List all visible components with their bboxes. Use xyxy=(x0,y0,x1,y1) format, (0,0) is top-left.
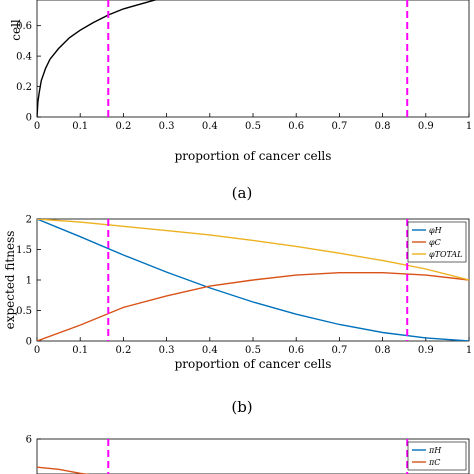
chart-a-xtick-label: 0.5 xyxy=(245,121,261,132)
chart-a-ytick-label: 0.2 xyxy=(16,82,32,93)
chart-b-xtick-label: 0.9 xyxy=(418,345,434,356)
chart-a-xtick-label: 0.9 xyxy=(418,121,434,132)
chart-a-xtick-label: 0.4 xyxy=(202,121,218,132)
chart-a-xtick-label: 0.7 xyxy=(331,121,347,132)
chart-a-xtick-label: 0.1 xyxy=(72,121,88,132)
chart-a: 0 0.1 0.2 0.3 0.4 0.5 0.6 0.7 0.8 0.9 100.20.40.6 … xyxy=(9,0,472,202)
chart-b-series-1-line xyxy=(37,272,469,341)
chart-b-xtick-label: 1 xyxy=(466,345,472,356)
chart-c-legend-entry: πC xyxy=(428,458,440,467)
chart-b-ytick-label: 1 xyxy=(26,276,32,287)
chart-c-series-1-line xyxy=(37,466,91,474)
chart-a-ytick-label: 0.4 xyxy=(16,52,32,63)
chart-a-ytick-label: 0 xyxy=(26,113,32,124)
chart-a-xtick-label: 0.8 xyxy=(375,121,391,132)
chart-c: 6 πH πC xyxy=(26,435,470,474)
chart-b-xtick-label: 0.6 xyxy=(288,345,304,356)
chart-a-ylabel: cell xyxy=(9,19,23,41)
chart-b-xtick-label: 0.3 xyxy=(159,345,175,356)
chart-b-ylabel: expected fitness xyxy=(3,231,17,330)
chart-b-xtick-label: 0 xyxy=(34,345,40,356)
chart-b-xtick-label: 0.8 xyxy=(375,345,391,356)
chart-b-ytick-label: 1.5 xyxy=(16,245,32,256)
chart-a-ytick-label: 0.6 xyxy=(16,21,32,32)
chart-a-xtick-label: 0.3 xyxy=(159,121,175,132)
chart-b-xlabel: proportion of cancer cells xyxy=(175,357,332,371)
chart-b-legend-entry: φC xyxy=(429,238,441,247)
chart-c-legend xyxy=(407,441,467,471)
chart-c-ytick-label: 6 xyxy=(26,435,32,446)
chart-a-xtick-label: 0.2 xyxy=(115,121,131,132)
chart-b-xtick-label: 0.4 xyxy=(202,345,218,356)
chart-b-ytick-label: 2 xyxy=(26,215,32,226)
chart-b-xtick-label: 0.1 xyxy=(72,345,88,356)
chart-a-plot-area: 0 0.1 0.2 0.3 0.4 0.5 0.6 0.7 0.8 0.9 1 0 0.2 0.4 0.6 xyxy=(16,0,472,132)
chart-b-ytick-label: 0 xyxy=(26,337,32,348)
chart-b-series-0-line xyxy=(37,219,469,341)
chart-b-xtick-label: 0.2 xyxy=(115,345,131,356)
chart-a-xtick-label: 1 xyxy=(466,121,472,132)
chart-b-series-2-line xyxy=(37,219,469,281)
chart-b-xtick-label: 0.7 xyxy=(331,345,347,356)
chart-b-ytick-label: 0.5 xyxy=(16,306,32,317)
chart-b-legend-entry: φH xyxy=(429,226,443,235)
chart-c-plot-area: 6 πH πC xyxy=(26,435,470,474)
chart-b: 0 0.1 0.2 0.3 0.4 0.5 0.6 0.7 0.8 0.9 1 0 0.5 1 1.5 2 φH… xyxy=(3,215,472,417)
chart-b-caption: (b) xyxy=(231,398,252,416)
chart-b-xtick-label: 0.5 xyxy=(245,345,261,356)
chart-a-caption: (a) xyxy=(232,184,253,202)
chart-a-xtick-label: 0 xyxy=(34,121,40,132)
chart-c-legend-entry: πH xyxy=(428,446,442,455)
chart-b-legend-entry: φTOTAL xyxy=(429,250,462,259)
chart-c-axes-box xyxy=(36,438,470,474)
chart-b-plot-area: 0 0.1 0.2 0.3 0.4 0.5 0.6 0.7 0.8 0.9 1 0 0.5 1 1.5 2 φH… xyxy=(16,215,472,357)
chart-a-xlabel: proportion of cancer cells xyxy=(175,149,332,163)
chart-a-series-0-line xyxy=(37,0,158,117)
chart-a-xtick-label: 0.6 xyxy=(288,121,304,132)
